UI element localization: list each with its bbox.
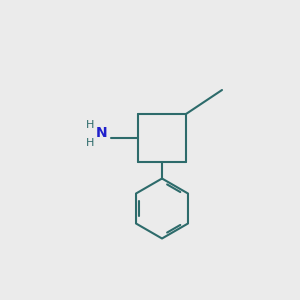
Text: N: N [96,127,108,140]
Text: H: H [86,119,94,130]
Text: H: H [86,137,94,148]
